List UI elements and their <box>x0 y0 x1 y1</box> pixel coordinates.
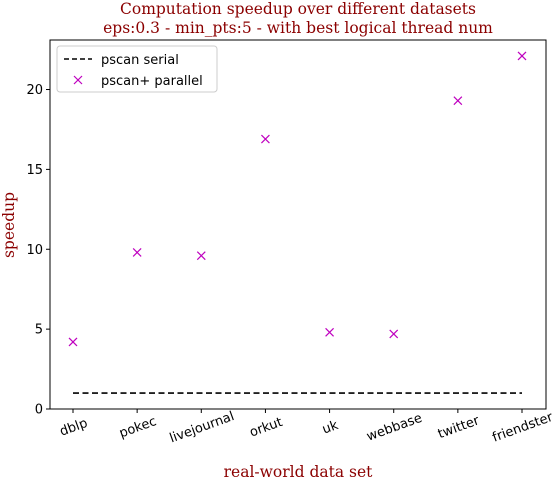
x-axis-label: real-world data set <box>224 463 374 480</box>
data-point <box>389 329 399 339</box>
y-tick-label: 0 <box>35 403 43 418</box>
legend-parallel-label: pscan+ parallel <box>101 74 203 89</box>
data-point <box>261 134 270 144</box>
legend-parallel-swatch <box>73 75 83 85</box>
legend-serial-label: pscan serial <box>101 53 179 68</box>
y-tick-label: 5 <box>35 323 43 338</box>
x-tick-label: orkut <box>248 415 285 441</box>
x-tick-label: webbase <box>365 411 425 445</box>
y-tick-label: 15 <box>26 163 43 178</box>
y-axis: 0 5 10 15 20 <box>26 83 50 418</box>
data-point <box>132 248 142 257</box>
plot-area <box>49 39 547 410</box>
legend: pscan serial pscan+ parallel <box>56 45 218 93</box>
x-tick-label: friendster <box>491 410 556 446</box>
y-tick-label: 10 <box>26 243 43 258</box>
x-tick-label: pokec <box>117 414 158 441</box>
data-point <box>196 251 206 261</box>
x-tick-label: dblp <box>58 416 90 440</box>
chart-subtitle: eps:0.3 - min_pts:5 - with best logical … <box>103 19 493 37</box>
data-point <box>325 327 334 337</box>
y-tick-label: 20 <box>26 83 43 98</box>
series-group <box>68 51 527 394</box>
data-point <box>68 337 78 347</box>
x-tick-label: twitter <box>436 413 482 442</box>
x-axis: dblp pokec livejournal orkut uk webbase twitte… <box>58 409 556 446</box>
data-point <box>453 96 463 106</box>
legend-box <box>56 45 218 93</box>
chart-title: Computation speedup over different datas… <box>120 0 476 18</box>
x-tick-label: uk <box>320 418 340 438</box>
x-tick-label: livejournal <box>168 409 237 446</box>
y-axis-label: speedup <box>0 192 18 258</box>
data-point <box>517 51 527 61</box>
